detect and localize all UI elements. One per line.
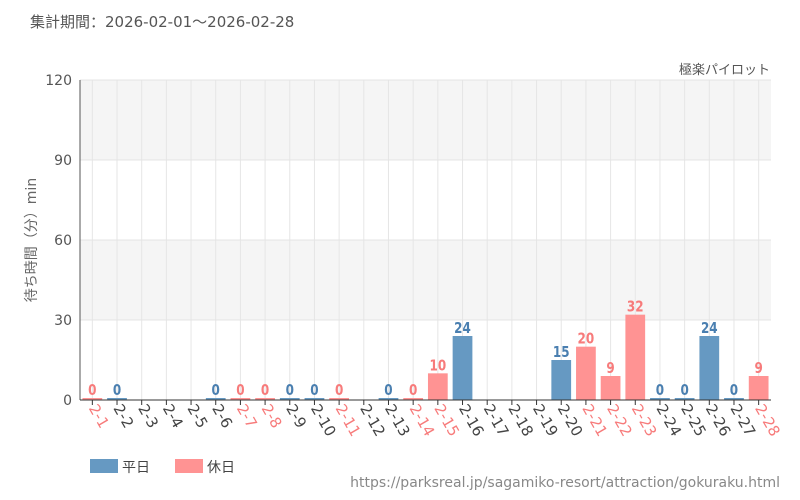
x-tick-label: 2-15 [430, 401, 463, 439]
x-tick-label: 2-27 [727, 401, 760, 439]
data-label: 32 [627, 298, 644, 316]
bar [650, 398, 670, 400]
data-label: 0 [384, 382, 392, 400]
x-tick-label: 2-7 [233, 401, 261, 431]
legend-swatch-holiday [175, 459, 203, 473]
x-tick-label: 2-3 [134, 401, 162, 431]
x-tick-label: 2-6 [208, 401, 236, 431]
bar [551, 360, 572, 400]
data-label: 0 [88, 382, 96, 400]
bar [452, 336, 473, 400]
x-tick-label: 2-11 [332, 401, 365, 439]
bar [304, 398, 325, 400]
data-label: 24 [454, 320, 471, 338]
data-label: 9 [754, 360, 762, 378]
bar [748, 376, 769, 400]
x-tick-label: 2-22 [603, 401, 636, 439]
data-label: 0 [680, 382, 688, 400]
y-tick-label: 60 [54, 233, 72, 249]
legend-swatch-weekday [90, 459, 118, 473]
x-tick-label: 2-26 [702, 401, 735, 439]
bar [329, 398, 349, 400]
legend: 平日 休日 [90, 459, 235, 476]
x-tick-label: 2-20 [554, 401, 587, 439]
x-tick-label: 2-18 [504, 401, 537, 439]
bar [378, 398, 399, 400]
x-tick-label: 2-21 [578, 401, 611, 439]
data-label: 10 [429, 357, 446, 375]
bar [205, 398, 226, 400]
data-label: 0 [730, 382, 738, 400]
data-label: 0 [409, 382, 417, 400]
x-tick-label: 2-9 [282, 401, 310, 431]
x-tick-label: 2-4 [159, 401, 187, 431]
data-label: 0 [656, 382, 664, 400]
grid-band [80, 240, 771, 320]
bar [279, 398, 300, 400]
attraction-name: 極楽パイロット [679, 62, 770, 78]
y-tick-label: 120 [45, 73, 72, 89]
y-tick-label: 30 [54, 313, 72, 329]
bar [724, 398, 744, 400]
x-tick-label: 2-12 [356, 401, 389, 439]
bar [255, 398, 275, 400]
y-tick-label: 0 [63, 393, 72, 409]
bar [699, 336, 720, 400]
data-label: 15 [553, 344, 570, 362]
grid-band [80, 80, 771, 160]
y-axis-label: 待ち時間（分）min [24, 178, 40, 302]
x-tick-label: 2-8 [258, 401, 286, 431]
bar [427, 373, 448, 400]
bar [230, 398, 251, 400]
data-label: 0 [335, 382, 343, 400]
x-tick-label: 2-23 [628, 401, 661, 439]
bar [674, 398, 695, 400]
bar [82, 398, 103, 400]
bar [107, 398, 127, 400]
x-tick-label: 2-5 [184, 401, 212, 431]
x-tick-label: 2-16 [455, 401, 488, 439]
bar [600, 376, 621, 400]
data-label: 24 [701, 320, 718, 338]
x-tick-label: 2-13 [381, 401, 414, 439]
data-label: 20 [578, 330, 595, 348]
bar [625, 314, 646, 400]
x-tick-label: 2-14 [406, 401, 439, 439]
data-label: 0 [212, 382, 220, 400]
x-tick-label: 2-2 [110, 401, 138, 431]
x-tick-label: 2-28 [751, 401, 784, 439]
source-url: https://parksreal.jp/sagamiko-resort/att… [350, 475, 780, 491]
data-label: 9 [606, 360, 614, 378]
legend-label-holiday: 休日 [207, 460, 235, 476]
bar [576, 346, 596, 400]
data-label: 0 [261, 382, 269, 400]
bar [403, 398, 424, 400]
x-tick-label: 2-24 [652, 401, 685, 439]
data-label: 0 [236, 382, 244, 400]
x-tick-label: 2-10 [307, 401, 340, 439]
data-label: 0 [310, 382, 318, 400]
x-tick-label: 2-19 [529, 401, 562, 439]
legend-label-weekday: 平日 [122, 460, 150, 476]
period-label: 集計期間：2026-02-01～2026-02-28 [30, 13, 294, 31]
data-label: 0 [113, 382, 121, 400]
x-tick-label: 2-25 [677, 401, 710, 439]
data-label: 0 [286, 382, 294, 400]
y-tick-label: 90 [54, 153, 72, 169]
x-tick-label: 2-1 [85, 401, 113, 431]
x-tick-label: 2-17 [480, 401, 513, 439]
